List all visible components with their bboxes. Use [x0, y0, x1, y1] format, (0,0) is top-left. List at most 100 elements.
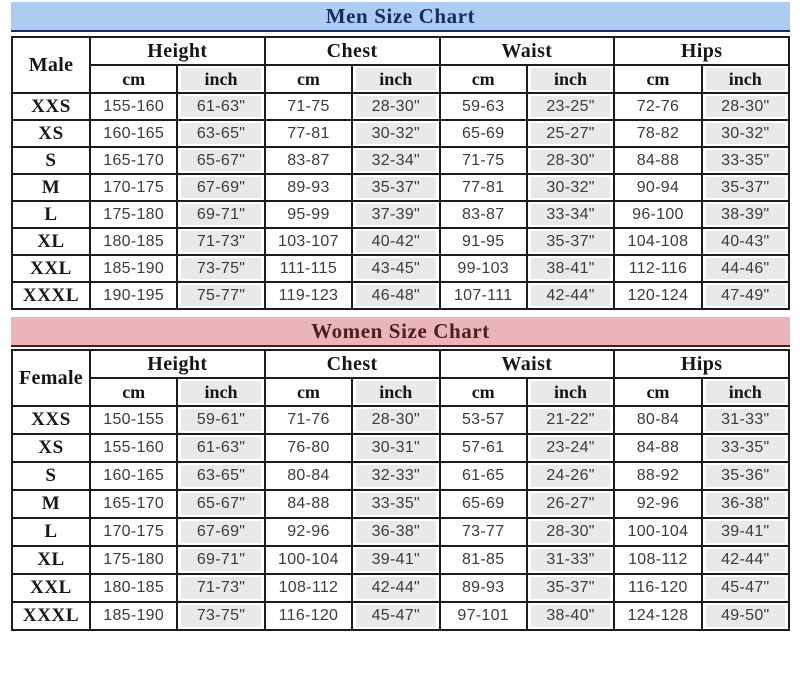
table-row: XXS 155-160 61-63" 71-75 28-30" 59-63 23-25" 72… — [11, 92, 791, 121]
value-cell: 77-81 — [438, 173, 528, 202]
value-cell: 65-69 — [438, 119, 528, 148]
size-chart-sheet: Men Size Chart Male Height Chest Waist Hips c… — [11, 2, 791, 631]
value-cell: 84-88 — [613, 146, 703, 175]
value-cell: 107-111 — [438, 281, 528, 310]
header-group-row: Male Height Chest Waist Hips — [11, 36, 790, 94]
unit-label-inch: inch — [351, 64, 441, 94]
unit-label-inch: inch — [525, 377, 616, 407]
size-label: XL — [11, 227, 91, 256]
value-cell: 43-45" — [351, 254, 441, 283]
value-cell: 33-35" — [700, 433, 791, 463]
men-chart-title: Men Size Chart — [11, 2, 790, 32]
value-cell: 30-32" — [700, 119, 791, 148]
value-cell: 71-75 — [438, 146, 528, 175]
value-cell: 99-103 — [438, 254, 528, 283]
table-header: Female Height Chest Waist Hips cm inch cm inch cm… — [11, 349, 791, 407]
value-cell: 104-108 — [613, 227, 703, 256]
unit-label-inch: inch — [700, 64, 791, 94]
header-unit-row: cm inch cm inch cm inch cm inch — [12, 377, 791, 407]
table-row: XXL 180-185 71-73" 108-112 42-44" 89-93 35-37"… — [11, 573, 791, 603]
unit-label-cm: cm — [613, 64, 703, 94]
table-row: XS 160-165 63-65" 77-81 30-32" 65-69 25-27" 78-… — [11, 119, 791, 148]
size-label: XS — [11, 433, 91, 463]
value-cell: 73-77 — [438, 517, 528, 547]
value-cell: 165-170 — [88, 489, 179, 519]
size-label: XL — [11, 545, 91, 575]
value-cell: 73-75" — [176, 254, 266, 283]
value-cell: 35-37" — [700, 173, 791, 202]
value-cell: 108-112 — [613, 545, 703, 575]
value-cell: 150-155 — [88, 405, 179, 435]
unit-label-cm: cm — [88, 64, 179, 94]
value-cell: 108-112 — [263, 573, 354, 603]
table-row: M 165-170 65-67" 84-88 33-35" 65-69 26-27" 92-9… — [11, 489, 791, 519]
column-group-label: Chest — [263, 36, 441, 66]
corner-label: Male — [11, 36, 91, 94]
value-cell: 160-165 — [88, 119, 179, 148]
value-cell: 32-33" — [351, 461, 441, 491]
value-cell: 39-41" — [351, 545, 441, 575]
size-label: XXXL — [11, 601, 91, 631]
unit-label-inch: inch — [176, 64, 266, 94]
value-cell: 33-35" — [351, 489, 441, 519]
women-size-chart-section: Women Size Chart Female Height Chest Waist H… — [11, 317, 791, 631]
table-row: L 175-180 69-71" 95-99 37-39" 83-87 33-34" 96-1… — [11, 200, 791, 229]
value-cell: 80-84 — [613, 405, 703, 435]
value-cell: 37-39" — [351, 200, 441, 229]
size-label: XXL — [11, 254, 91, 283]
table-row: L 170-175 67-69" 92-96 36-38" 73-77 28-30" 100-… — [11, 517, 791, 547]
value-cell: 88-92 — [613, 461, 703, 491]
value-cell: 30-32" — [351, 119, 441, 148]
table-row: XXXL 185-190 73-75" 116-120 45-47" 97-101 38-4… — [11, 601, 791, 631]
value-cell: 84-88 — [263, 489, 354, 519]
value-cell: 65-69 — [438, 489, 528, 519]
value-cell: 89-93 — [438, 573, 528, 603]
column-group-label: Chest — [263, 349, 441, 379]
value-cell: 103-107 — [263, 227, 354, 256]
unit-label-cm: cm — [88, 377, 179, 407]
value-cell: 33-35" — [700, 146, 791, 175]
value-cell: 124-128 — [613, 601, 703, 631]
value-cell: 112-116 — [613, 254, 703, 283]
value-cell: 190-195 — [88, 281, 179, 310]
value-cell: 28-30" — [700, 92, 791, 121]
value-cell: 24-26" — [525, 461, 616, 491]
unit-label-cm: cm — [263, 377, 354, 407]
value-cell: 120-124 — [613, 281, 703, 310]
value-cell: 116-120 — [613, 573, 703, 603]
value-cell: 100-104 — [263, 545, 354, 575]
value-cell: 53-57 — [438, 405, 528, 435]
table-row: XXS 150-155 59-61" 71-76 28-30" 53-57 21-22" 80… — [11, 405, 791, 435]
value-cell: 67-69" — [176, 173, 266, 202]
size-label: XXXL — [11, 281, 91, 310]
column-group-label: Hips — [613, 349, 790, 379]
value-cell: 92-96 — [263, 517, 354, 547]
table-row: XXL 185-190 73-75" 111-115 43-45" 99-103 38-41… — [11, 254, 791, 283]
value-cell: 92-96 — [613, 489, 703, 519]
value-cell: 26-27" — [525, 489, 616, 519]
value-cell: 45-47" — [351, 601, 441, 631]
table-row: XXXL 190-195 75-77" 119-123 46-48" 107-111 42-… — [11, 281, 791, 310]
value-cell: 180-185 — [88, 227, 179, 256]
value-cell: 42-44" — [525, 281, 616, 310]
value-cell: 30-31" — [351, 433, 441, 463]
value-cell: 35-36" — [700, 461, 791, 491]
value-cell: 23-24" — [525, 433, 616, 463]
value-cell: 65-67" — [176, 146, 266, 175]
value-cell: 28-30" — [525, 517, 616, 547]
table-body: XXS 150-155 59-61" 71-76 28-30" 53-57 21-22" 80… — [11, 405, 791, 631]
value-cell: 21-22" — [525, 405, 616, 435]
value-cell: 47-49" — [700, 281, 791, 310]
value-cell: 44-46" — [700, 254, 791, 283]
value-cell: 100-104 — [613, 517, 703, 547]
value-cell: 84-88 — [613, 433, 703, 463]
value-cell: 65-67" — [176, 489, 266, 519]
value-cell: 59-61" — [176, 405, 266, 435]
value-cell: 77-81 — [263, 119, 354, 148]
value-cell: 91-95 — [438, 227, 528, 256]
unit-label-inch: inch — [351, 377, 441, 407]
value-cell: 90-94 — [613, 173, 703, 202]
value-cell: 111-115 — [263, 254, 354, 283]
value-cell: 42-44" — [351, 573, 441, 603]
value-cell: 89-93 — [263, 173, 354, 202]
